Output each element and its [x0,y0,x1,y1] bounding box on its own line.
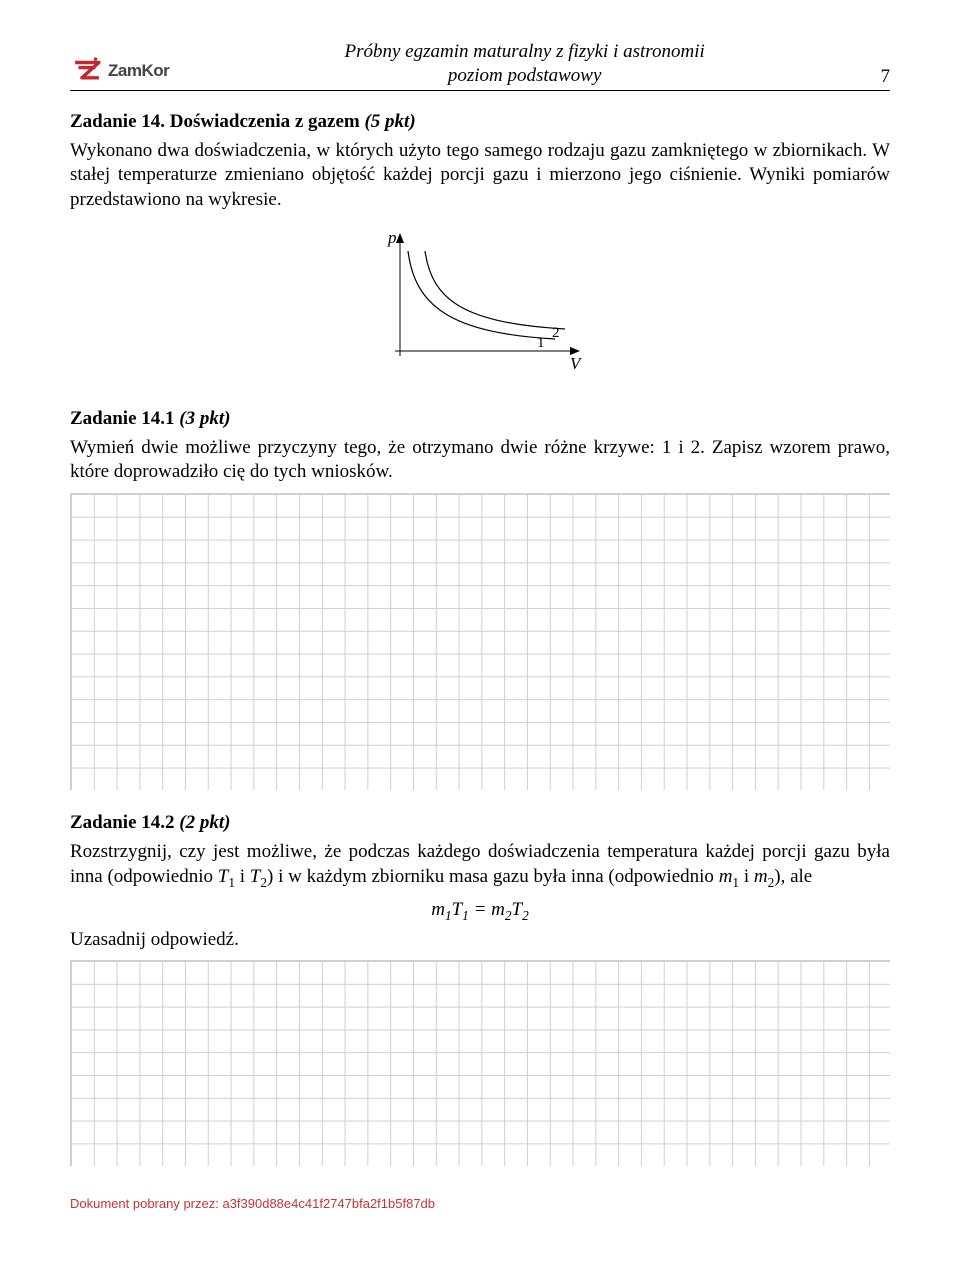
answer-grid-2 [70,960,890,1166]
svg-text:2: 2 [552,325,560,341]
page-content: ZamKor Próbny egzamin maturalny z fizyki… [0,0,960,1241]
t2: T [250,866,261,887]
p-after: ), ale [774,866,812,887]
header-title: Próbny egzamin maturalny z fizyki i astr… [189,40,860,88]
p-mid: ) i w każdym zbiorniku masa gazu była in… [267,866,719,887]
page-number: 7 [860,66,890,88]
logo: ZamKor [70,54,169,88]
logo-text: ZamKor [108,61,169,81]
t1: T [218,866,229,887]
pv-chart-svg: p V 12 [370,221,590,381]
answer-grid-1 [70,493,890,790]
footer-note: Dokument pobrany przez: a3f390d88e4c41f2… [70,1196,890,1211]
and1: i [235,866,250,887]
task14-title-text: Zadanie 14. Doświadczenia z gazem [70,111,360,132]
header-title-line2: poziom podstawowy [189,64,860,88]
task14-2-paragraph: Rozstrzygnij, czy jest możliwe, że podcz… [70,840,890,891]
header-title-line1: Próbny egzamin maturalny z fizyki i astr… [189,40,860,64]
svg-text:p: p [387,228,397,247]
and2: i [739,866,754,887]
svg-text:V: V [570,354,583,373]
equation: m1T1 = m2T2 [70,899,890,924]
justify-text: Uzasadnij odpowiedź. [70,928,890,953]
task14-1-paragraph: Wymień dwie możliwe przyczyny tego, że o… [70,436,890,485]
task14-1-title-text: Zadanie 14.1 [70,408,175,429]
task14-paragraph: Wykonano dwa doświadczenia, w których uż… [70,139,890,213]
svg-text:1: 1 [537,335,545,351]
task14-1-title: Zadanie 14.1 (3 pkt) [70,408,890,430]
m1: m [719,866,733,887]
task14-2-points: (2 pkt) [179,812,230,833]
task14-points: (5 pkt) [364,111,415,132]
page-header: ZamKor Próbny egzamin maturalny z fizyki… [70,40,890,91]
t1-sub: 1 [228,874,235,889]
m2: m [754,866,768,887]
task14-2-title: Zadanie 14.2 (2 pkt) [70,812,890,834]
task14-title: Zadanie 14. Doświadczenia z gazem (5 pkt… [70,111,890,133]
zamkor-logo-icon [70,54,104,88]
pv-chart: p V 12 [70,221,890,386]
task14-1-points: (3 pkt) [179,408,230,429]
task14-2-title-text: Zadanie 14.2 [70,812,175,833]
